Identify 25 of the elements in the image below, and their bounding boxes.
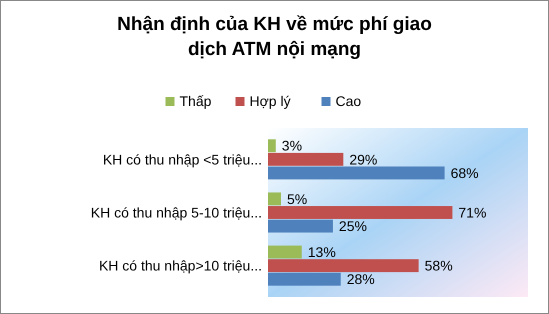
data-label: 13% bbox=[308, 244, 336, 260]
legend-label: Hợp lý bbox=[250, 93, 291, 109]
bar bbox=[268, 166, 445, 180]
data-label: 3% bbox=[282, 138, 302, 154]
chart-title: Nhận định của KH về mức phí giao dịch ATM nội mạng bbox=[117, 14, 432, 60]
bar bbox=[268, 192, 281, 206]
bar bbox=[268, 139, 276, 152]
data-label: 25% bbox=[338, 218, 367, 234]
data-label: 29% bbox=[349, 151, 378, 168]
data-label: 58% bbox=[424, 258, 453, 274]
bar bbox=[268, 272, 341, 286]
data-label: 5% bbox=[286, 190, 308, 207]
y-tick-label: KH có thu nhập <5 triệu... bbox=[102, 151, 262, 168]
y-tick-label: KH có thu nhập>10 triệu... bbox=[98, 258, 262, 274]
bar bbox=[268, 152, 344, 166]
bar bbox=[268, 220, 333, 233]
legend-label: Cao bbox=[336, 93, 362, 109]
data-label: 68% bbox=[450, 164, 479, 181]
y-tick-label: KH có thu nhập 5-10 triệu... bbox=[90, 204, 262, 220]
bar bbox=[268, 259, 419, 272]
bar bbox=[268, 206, 452, 219]
data-label: 28% bbox=[346, 271, 375, 288]
data-label: 71% bbox=[458, 204, 486, 220]
legend-label: Thấp bbox=[180, 93, 212, 109]
bar bbox=[268, 246, 302, 259]
